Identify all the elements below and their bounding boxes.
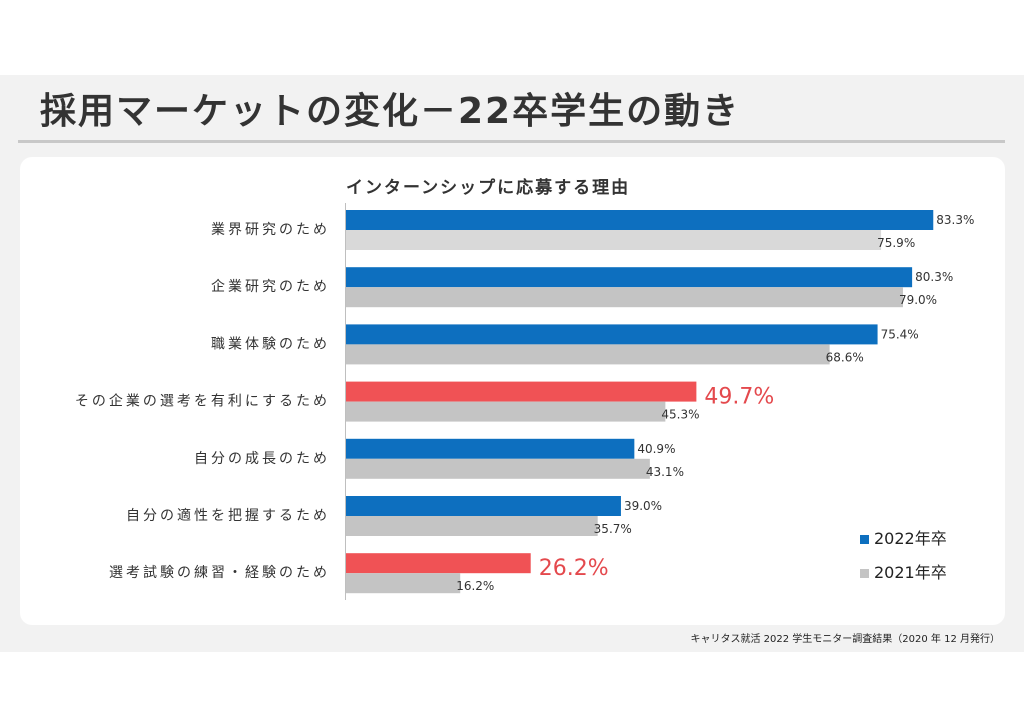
chart-title: インターンシップに応募する理由 — [346, 177, 630, 198]
value-label-2022: 26.2% — [539, 556, 609, 581]
legend-label: 2022年卒 — [874, 529, 947, 548]
value-label-2021: 45.3% — [661, 408, 699, 422]
value-label-2021: 75.9% — [877, 236, 915, 250]
value-label-2021: 43.1% — [646, 465, 684, 479]
category-label: 選考試験の練習・経験のため — [109, 565, 330, 581]
bar-2022 — [346, 438, 635, 459]
value-label-2021: 79.0% — [899, 293, 937, 307]
bar-2021 — [346, 344, 830, 365]
bar-2021 — [346, 573, 461, 594]
value-label-2021: 68.6% — [826, 350, 864, 364]
source-footnote: キャリタス就活 2022 学生モニター調査結果（2020 年 12 月発行） — [690, 634, 1000, 645]
bar-2022 — [346, 267, 913, 288]
category-label: 自分の適性を把握するため — [126, 507, 330, 524]
bar-2022 — [346, 381, 697, 402]
value-label-2022: 75.4% — [881, 327, 919, 341]
bar-2022 — [346, 210, 934, 230]
category-label: その企業の選考を有利にするため — [75, 393, 330, 410]
legend-swatch-2021 — [860, 569, 869, 578]
category-label: 業界研究のため — [211, 222, 330, 238]
legend-label: 2021年卒 — [874, 563, 947, 582]
bar-2021 — [346, 287, 903, 308]
value-label-2021: 16.2% — [456, 579, 494, 593]
bar-2021 — [346, 516, 598, 536]
value-label-2022: 49.7% — [704, 385, 774, 410]
bar-2021 — [346, 401, 666, 422]
bar-2022 — [346, 553, 531, 574]
category-label: 職業体験のため — [211, 336, 330, 352]
legend-swatch-2022 — [860, 535, 869, 544]
category-label: 自分の成長のため — [194, 451, 330, 467]
value-label-2022: 80.3% — [915, 270, 953, 284]
value-label-2022: 40.9% — [637, 442, 675, 456]
value-label-2022: 39.0% — [624, 499, 662, 513]
bar-2021 — [346, 230, 882, 250]
bar-2022 — [346, 496, 621, 516]
bar-2022 — [346, 324, 878, 345]
category-label: 企業研究のため — [211, 278, 330, 295]
page-title: 採用マーケットの変化－22卒学生の動き — [40, 91, 741, 132]
bar-2021 — [346, 458, 650, 479]
legend: 2022年卒 2021年卒 — [860, 529, 947, 582]
value-label-2022: 83.3% — [936, 213, 974, 227]
title-divider — [18, 140, 1005, 143]
value-label-2021: 35.7% — [594, 522, 632, 536]
